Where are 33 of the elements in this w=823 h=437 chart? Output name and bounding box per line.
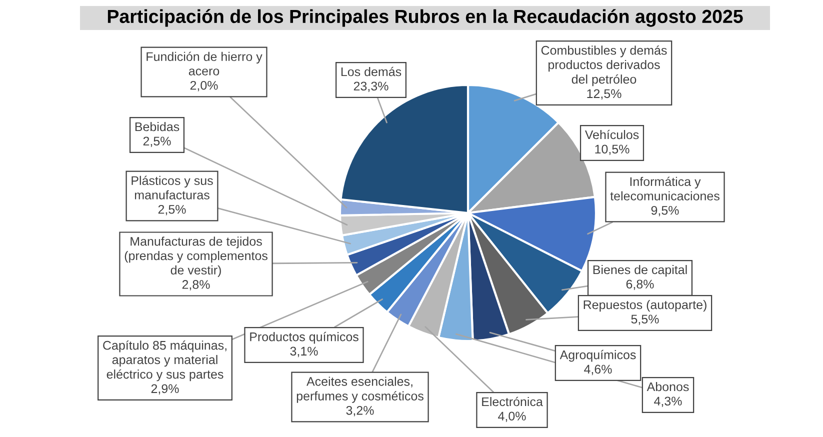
slice-label: Bienes de capital <box>593 264 687 277</box>
data-label: 2,5% <box>158 204 186 216</box>
data-label: 2,0% <box>190 80 218 92</box>
slice-label: Agroquímicos <box>560 350 636 362</box>
data-label: 12,5% <box>587 89 622 100</box>
data-label: 23,3% <box>354 82 388 92</box>
data-label: 4,0% <box>498 412 526 422</box>
data-label: 2,8% <box>182 280 210 290</box>
slice-label: Informática y telecomunicaciones <box>610 176 720 200</box>
data-label: 4,6% <box>584 364 612 376</box>
chart-title: Participación de los Principales Rubros en la Recaudación agosto 2025 <box>108 9 743 27</box>
data-label: 3,2% <box>346 406 374 416</box>
data-label: 6,8% <box>626 280 654 290</box>
slice-label: Bebidas <box>135 122 180 132</box>
data-label: 3,1% <box>290 346 318 358</box>
data-label: 5,5% <box>631 314 659 326</box>
slice-label: Capítulo 85 máquinas, aparatos y material eléctrico y sus partes <box>103 340 226 382</box>
slice-label: Productos químicos <box>250 332 358 344</box>
slice-label: Aceites esenciales, perfumes y cosméticos <box>296 376 424 403</box>
slice-label: Fundición de hierro y acero <box>146 52 262 76</box>
data-label: 2,5% <box>143 136 171 148</box>
data-label: 2,9% <box>151 384 179 395</box>
slice-label: Los demás <box>341 66 402 76</box>
slice-label: Combustibles y demás productos derivados del petróleo <box>541 45 667 86</box>
slice-label: Manufacturas de tejidos (prendas y complementos de vestir) <box>124 236 268 278</box>
data-label: 9,5% <box>651 206 679 216</box>
data-label: 10,5% <box>595 144 630 156</box>
slice-label: Vehículos <box>584 130 639 140</box>
slice-label: Abonos <box>646 382 689 392</box>
slice-label: Electrónica <box>482 396 543 406</box>
data-label: 4,3% <box>654 396 682 408</box>
slice-label: Plásticos y sus manufacturas <box>132 176 213 200</box>
slice-label: Repuestos (autoparte) <box>584 300 706 312</box>
